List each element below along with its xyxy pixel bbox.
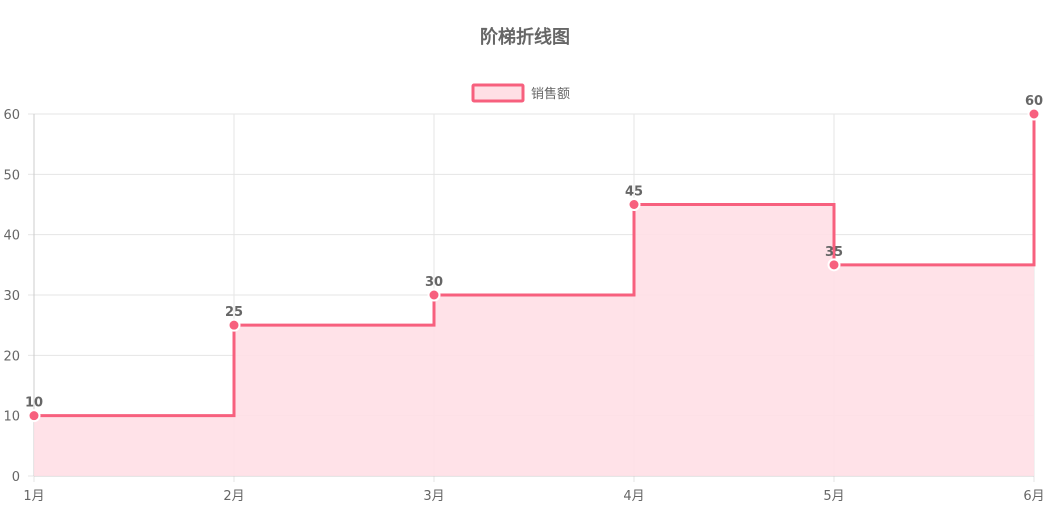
- data-label: 35: [825, 245, 843, 260]
- data-label: 60: [1025, 94, 1043, 109]
- data-point[interactable]: [1027, 107, 1041, 121]
- x-tick-label: 5月: [823, 489, 844, 504]
- data-label: 25: [225, 305, 243, 320]
- data-point[interactable]: [827, 258, 841, 272]
- data-labels: 10 25 30 45 35 60: [25, 94, 1043, 411]
- y-tick-label: 50: [3, 168, 20, 183]
- data-points: [27, 107, 1041, 423]
- data-point[interactable]: [627, 198, 641, 211]
- chart-title: 阶梯折线图: [480, 26, 570, 48]
- legend-swatch[interactable]: [471, 83, 525, 103]
- x-tick-label: 1月: [23, 489, 44, 504]
- legend-label[interactable]: 销售额: [531, 86, 570, 102]
- legend[interactable]: 销售额: [471, 83, 570, 103]
- data-point[interactable]: [427, 288, 441, 302]
- data-label: 30: [425, 275, 443, 290]
- x-tick-label: 4月: [623, 489, 644, 504]
- data-label: 45: [625, 185, 643, 200]
- y-tick-label: 10: [3, 410, 20, 425]
- data-point[interactable]: [227, 318, 241, 332]
- y-tick-label: 60: [3, 108, 20, 123]
- x-tick-label: 3月: [423, 489, 444, 504]
- x-tick-label: 2月: [223, 489, 244, 504]
- y-tick-label: 0: [12, 470, 20, 485]
- series-line: [34, 114, 1036, 418]
- data-point[interactable]: [27, 409, 41, 423]
- y-tick-label: 30: [3, 289, 20, 304]
- series-line-path: [34, 114, 1036, 418]
- x-tick-label: 6月: [1023, 489, 1044, 504]
- y-tick-label: 20: [3, 349, 20, 364]
- y-tick-label: 40: [3, 229, 20, 244]
- data-label: 10: [25, 396, 43, 411]
